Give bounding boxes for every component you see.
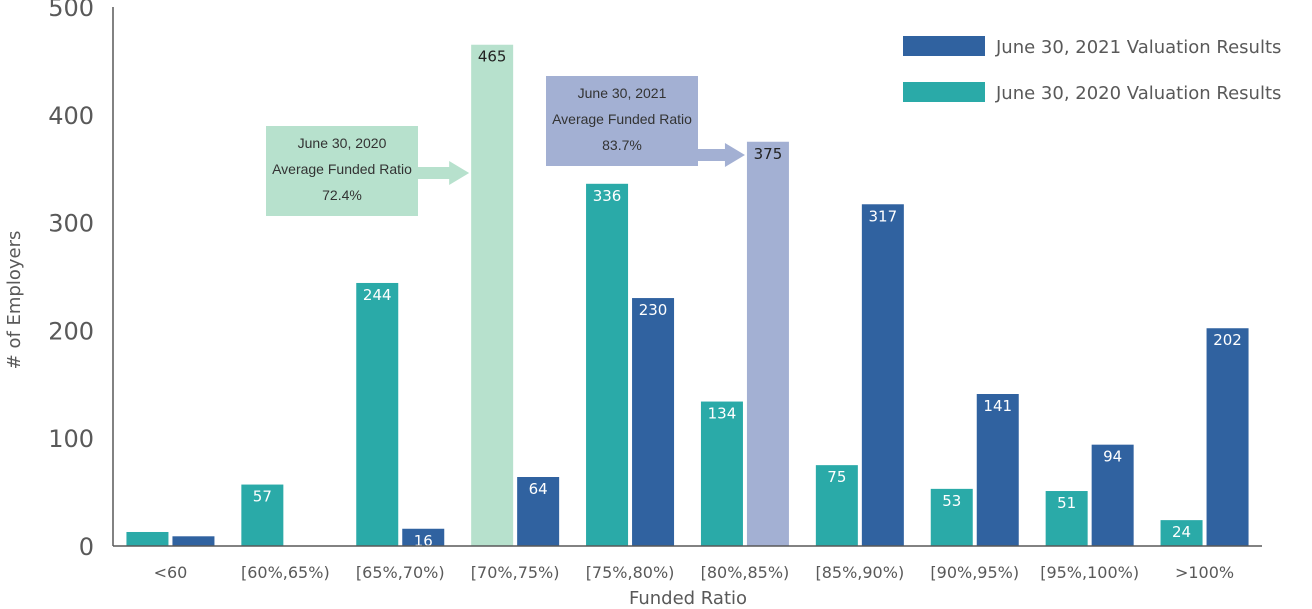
annotation-text: June 30, 2021 xyxy=(578,85,667,101)
legend-swatch xyxy=(903,36,985,56)
bar-data-label: 64 xyxy=(529,480,548,498)
bar-data-label: 336 xyxy=(593,187,622,205)
bar xyxy=(1091,444,1134,546)
annotation-text: 72.4% xyxy=(322,187,362,203)
bar-data-label: 230 xyxy=(639,301,668,319)
annotation-text: 83.7% xyxy=(602,137,642,153)
x-tick-label: [60%,65%) xyxy=(241,563,330,582)
bar-data-label: 24 xyxy=(1172,523,1191,541)
bar-data-label: 317 xyxy=(869,207,898,225)
annotation-arrow xyxy=(418,161,470,185)
bar-data-label: 51 xyxy=(1057,494,1076,512)
annotation-text: Average Funded Ratio xyxy=(272,161,412,177)
annotation-box xyxy=(546,76,698,166)
x-tick-label: [70%,75%) xyxy=(471,563,560,582)
x-tick-label: [65%,70%) xyxy=(356,563,445,582)
legend-label: June 30, 2020 Valuation Results xyxy=(995,83,1281,104)
bar xyxy=(1045,491,1088,546)
bar-data-label: 375 xyxy=(754,145,783,163)
bar xyxy=(815,465,858,546)
bar xyxy=(746,141,789,546)
bar xyxy=(517,477,560,546)
bar-data-label: 141 xyxy=(983,397,1012,415)
annotation-arrow xyxy=(698,143,745,167)
bar-data-label: 75 xyxy=(827,468,846,486)
y-tick-label: 0 xyxy=(79,533,94,561)
annotation-text: June 30, 2020 xyxy=(298,135,387,151)
bar xyxy=(976,394,1019,546)
bar xyxy=(241,484,284,546)
y-tick-label: 400 xyxy=(48,102,94,130)
x-tick-label: [80%,85%) xyxy=(701,563,790,582)
bar-data-label: 53 xyxy=(942,492,961,510)
bars-layer: 57 244 465 336 134 75 53 51 24 16 64 230 375 317 141 94… xyxy=(126,44,1249,550)
bar xyxy=(700,401,743,546)
bar xyxy=(172,536,215,546)
bar xyxy=(126,531,169,546)
x-tick-label: [85%,90%) xyxy=(815,563,904,582)
bar xyxy=(471,44,514,546)
bar-data-label: 16 xyxy=(414,532,433,550)
bar-data-label: 465 xyxy=(478,48,507,66)
bar xyxy=(1206,328,1249,546)
bar-data-label: 202 xyxy=(1213,331,1242,349)
bar-data-label: 134 xyxy=(708,405,737,423)
x-tick-label: [90%,95%) xyxy=(930,563,1019,582)
bar xyxy=(861,204,904,547)
bar xyxy=(632,298,675,546)
x-tick-label: [95%,100%) xyxy=(1040,563,1139,582)
bar-data-label: 94 xyxy=(1103,448,1122,466)
y-tick-label: 500 xyxy=(48,0,94,22)
callouts-layer: June 30, 2020 Average Funded Ratio 72.4% Ju… xyxy=(266,76,745,216)
x-axis-title: Funded Ratio xyxy=(629,588,747,609)
y-tick-labels: 0 100 200 300 400 500 xyxy=(48,0,94,561)
bar xyxy=(586,183,629,547)
x-tick-labels: <60 [60%,65%) [65%,70%) [70%,75%) [75%,80%) [… xyxy=(154,563,1235,582)
y-axis-title: # of Employers xyxy=(4,231,25,370)
x-tick-label: [75%,80%) xyxy=(586,563,675,582)
x-tick-label: <60 xyxy=(154,563,188,582)
bar xyxy=(1160,520,1203,546)
y-tick-label: 100 xyxy=(48,425,94,453)
annotation-text: Average Funded Ratio xyxy=(552,111,692,127)
bar xyxy=(356,282,399,546)
annotation-box xyxy=(266,126,418,216)
y-tick-label: 300 xyxy=(48,210,94,238)
x-tick-label: >100% xyxy=(1175,563,1234,582)
y-tick-label: 200 xyxy=(48,317,94,345)
bar-data-label: 57 xyxy=(253,488,272,506)
bar xyxy=(930,488,973,546)
legend: June 30, 2021 Valuation Results June 30, … xyxy=(903,36,1281,104)
bar-data-label: 244 xyxy=(363,286,392,304)
legend-swatch xyxy=(903,82,985,102)
legend-label: June 30, 2021 Valuation Results xyxy=(995,37,1281,58)
axes-layer xyxy=(112,7,1262,547)
bar xyxy=(402,528,445,546)
